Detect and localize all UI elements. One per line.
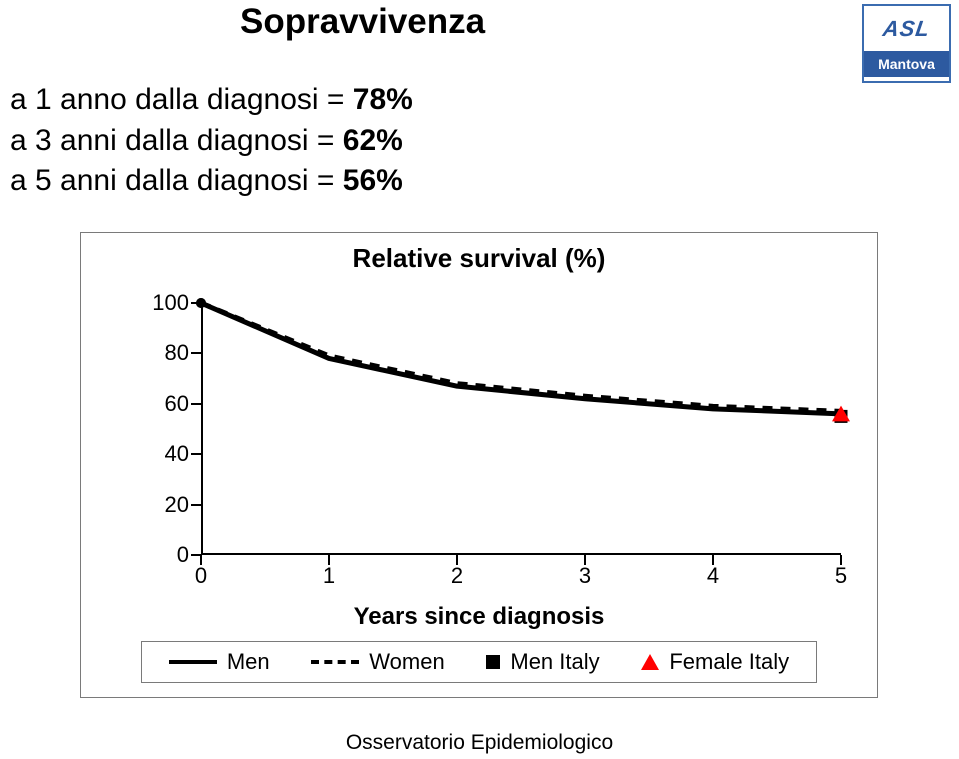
logo-top: ASL [864,6,949,51]
x-tick-label: 3 [579,563,591,589]
y-tick [191,453,201,455]
legend-men-italy-label: Men Italy [510,649,599,675]
bullet-3: a 5 anni dalla diagnosi = 56% [10,161,413,202]
bullet-2-text: a 3 anni dalla diagnosi = [10,124,343,157]
plot-svg [201,303,841,555]
triangle-marker-icon [641,654,659,670]
legend-female-italy-label: Female Italy [669,649,789,675]
plot-area: 020406080100012345 [201,303,841,555]
chart-title: Relative survival (%) [81,243,877,274]
logo-top-text: ASL [881,16,932,42]
y-tick [191,302,201,304]
bullet-1-text: a 1 anno dalla diagnosi = [10,83,353,116]
legend: Men Women Men Italy Female Italy [141,641,817,683]
bullet-3-text: a 5 anni dalla diagnosi = [10,164,343,197]
legend-men-italy: Men Italy [486,649,599,675]
x-tick-label: 4 [707,563,719,589]
x-axis-label: Years since diagnosis [81,603,877,631]
square-marker-icon [486,655,500,669]
bullet-1-pct: 78% [353,83,413,116]
footer: Osservatorio Epidemiologico [0,731,959,755]
y-tick [191,352,201,354]
legend-men: Men [169,649,270,675]
y-tick-label: 60 [129,391,189,417]
dash-swatch-icon [311,660,359,664]
bullet-2-pct: 62% [343,124,403,157]
y-tick [191,504,201,506]
y-tick-label: 100 [129,290,189,316]
page-title: Sopravvivenza [240,2,485,42]
legend-women: Women [311,649,444,675]
bullet-3-pct: 56% [343,164,403,197]
bullet-2: a 3 anni dalla diagnosi = 62% [10,121,413,162]
line-swatch-icon [169,660,217,664]
x-tick-label: 1 [323,563,335,589]
logo: ASL Mantova [862,4,951,83]
legend-men-label: Men [227,649,270,675]
y-tick-label: 80 [129,340,189,366]
y-tick-label: 0 [129,542,189,568]
legend-women-label: Women [369,649,444,675]
x-tick-label: 0 [195,563,207,589]
bullet-list: a 1 anno dalla diagnosi = 78% a 3 anni d… [10,80,413,202]
y-tick-label: 40 [129,441,189,467]
bullet-1: a 1 anno dalla diagnosi = 78% [10,80,413,121]
logo-bottom: Mantova [864,51,949,77]
y-tick-label: 20 [129,492,189,518]
x-tick-label: 5 [835,563,847,589]
legend-female-italy: Female Italy [641,649,789,675]
page: Sopravvivenza ASL Mantova a 1 anno dalla… [0,0,959,759]
chart: Relative survival (%) 020406080100012345… [80,232,878,698]
y-tick [191,403,201,405]
x-tick-label: 2 [451,563,463,589]
